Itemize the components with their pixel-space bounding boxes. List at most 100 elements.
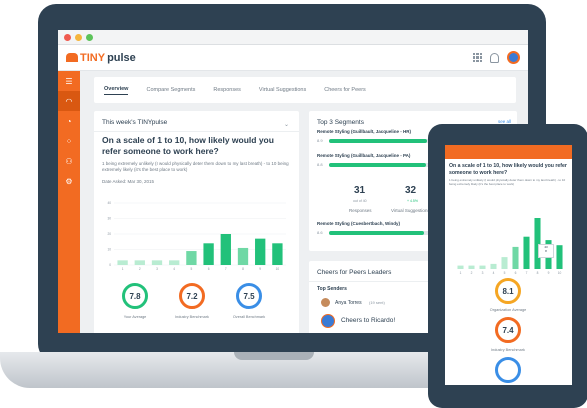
y-tick-label: 20 bbox=[107, 232, 111, 236]
tab-responses[interactable]: Responses bbox=[213, 87, 241, 93]
bar-1[interactable] bbox=[457, 265, 464, 269]
tooltip-value: 43 bbox=[544, 245, 548, 249]
x-tick-label: 5 bbox=[191, 267, 193, 271]
suggestions-value: 32 bbox=[405, 185, 417, 196]
app-header: TINY pulse bbox=[58, 45, 528, 71]
segment-score: 8.9 bbox=[317, 138, 323, 143]
top-senders-label: Top Senders bbox=[317, 286, 347, 292]
responses-label: Responses bbox=[349, 208, 372, 213]
benchmark-ring-label: Your Average bbox=[123, 315, 147, 319]
y-tick-label: 40 bbox=[107, 201, 111, 205]
x-tick-label: 8 bbox=[242, 267, 244, 271]
bar-7[interactable] bbox=[523, 236, 530, 269]
sender-avatar bbox=[321, 298, 330, 307]
settings-icon[interactable]: ⚙ bbox=[65, 176, 73, 186]
x-tick-label: 3 bbox=[482, 271, 484, 275]
x-tick-label: 7 bbox=[225, 267, 227, 271]
tab-overview[interactable]: Overview bbox=[104, 86, 129, 95]
minimize-dot-icon[interactable] bbox=[75, 33, 82, 41]
people-icon[interactable]: ⁘ bbox=[65, 136, 73, 146]
response-distribution-chart: 40 30 20 10 0 1 2 3 4 5 6 7 8 9 10 bbox=[107, 201, 286, 271]
segments-title: Top 3 Segments bbox=[317, 119, 364, 126]
suggestions-sub: + 4.5% bbox=[407, 199, 418, 203]
responses-sub: out of 40 bbox=[353, 199, 367, 203]
scale-note: 1 being extremely unlikely (I would phys… bbox=[102, 161, 289, 172]
bar-5[interactable] bbox=[186, 251, 197, 265]
x-tick-label: 2 bbox=[139, 267, 141, 271]
close-dot-icon[interactable] bbox=[64, 33, 71, 41]
phone-industry-ring: 7.4 bbox=[495, 317, 521, 343]
bar-1[interactable] bbox=[117, 260, 128, 265]
weekly-card-title: This week's TINYpulse bbox=[102, 119, 168, 126]
user-avatar[interactable] bbox=[507, 51, 520, 64]
x-tick-label: 9 bbox=[259, 267, 261, 271]
menu-icon[interactable]: ☰ bbox=[65, 76, 73, 86]
date-asked: Date Asked: Mar 30, 2015 bbox=[102, 179, 155, 184]
segment-bar-fill bbox=[329, 163, 426, 167]
apps-grid-icon[interactable] bbox=[473, 53, 482, 62]
x-tick-label: 4 bbox=[173, 267, 175, 271]
sender-name[interactable]: Anya Torres bbox=[335, 300, 362, 306]
cheers-title: Cheers for Peers Leaders bbox=[317, 269, 392, 276]
segment-score: 8.8 bbox=[317, 162, 323, 167]
pulse-icon[interactable]: ◔ bbox=[66, 116, 72, 126]
tab-virtual-suggestions[interactable]: Virtual Suggestions bbox=[258, 87, 307, 93]
chevron-down-icon[interactable]: ⌄ bbox=[283, 122, 289, 128]
benchmark-ring: 7.8 bbox=[122, 283, 148, 309]
bar-4[interactable] bbox=[169, 260, 180, 265]
phone-scale-note: 1 being extremely unlikely (I would phys… bbox=[449, 178, 566, 186]
tinypulse-logo[interactable]: TINY pulse bbox=[66, 52, 136, 64]
bar-9[interactable] bbox=[255, 238, 266, 265]
logo-text-tiny: TINY bbox=[80, 51, 106, 64]
bar-7[interactable] bbox=[220, 234, 231, 265]
bell-icon[interactable] bbox=[490, 52, 499, 63]
sender-count: (19 sent) bbox=[369, 300, 385, 305]
bar-3[interactable] bbox=[151, 260, 163, 265]
segment-name[interactable]: Remote Styling (Guillbault, Jacqueline -… bbox=[317, 153, 411, 158]
x-tick-label: 1 bbox=[122, 267, 124, 271]
benchmark-ring-value: 7.2 bbox=[186, 291, 198, 301]
see-all-link[interactable]: see all bbox=[497, 119, 511, 124]
bar-3[interactable] bbox=[479, 265, 486, 269]
bar-8[interactable] bbox=[534, 218, 541, 269]
phone-org-average-ring: 8.1 bbox=[495, 278, 521, 304]
chart-tooltip: 43 8 bbox=[538, 244, 554, 258]
bar-8[interactable] bbox=[237, 247, 249, 265]
segment-score: 8.6 bbox=[317, 230, 323, 235]
phone-question: On a scale of 1 to 10, how likely would … bbox=[449, 163, 567, 176]
phone-overall-ring bbox=[495, 357, 521, 383]
x-tick-label: 8 bbox=[537, 271, 539, 275]
bar-2[interactable] bbox=[134, 260, 145, 265]
y-tick-label: 30 bbox=[107, 217, 111, 221]
benchmark-ring-value: 7.5 bbox=[243, 291, 255, 301]
segment-name[interactable]: Remote Styling (Guillbault, Jacqueline -… bbox=[317, 129, 412, 134]
bar-10[interactable] bbox=[272, 243, 283, 265]
benchmark-ring: 7.2 bbox=[179, 283, 205, 309]
x-tick-label: 1 bbox=[460, 271, 462, 275]
org-icon[interactable]: ⚇ bbox=[65, 156, 73, 166]
maximize-dot-icon[interactable] bbox=[86, 33, 93, 41]
bar-2[interactable] bbox=[468, 265, 475, 269]
bar-6[interactable] bbox=[512, 246, 519, 269]
laptop-notch bbox=[234, 352, 314, 360]
tab-cheers-for-peers[interactable]: Cheers for Peers bbox=[324, 87, 366, 93]
bar-4[interactable] bbox=[490, 263, 497, 269]
logo-text-pulse: pulse bbox=[107, 51, 136, 64]
y-tick-label: 0 bbox=[109, 263, 111, 267]
tab-compare-segments[interactable]: Compare Segments bbox=[146, 87, 196, 93]
logo-mark-icon bbox=[66, 53, 78, 62]
browser-chrome bbox=[58, 30, 528, 45]
x-tick-label: 10 bbox=[558, 271, 562, 275]
dashboard-icon[interactable]: ◠ bbox=[58, 91, 80, 111]
weekly-question: On a scale of 1 to 10, how likely would … bbox=[102, 135, 274, 156]
segment-name[interactable]: Remote Styling (Cuesbertbach, Windy) bbox=[317, 221, 400, 226]
tab-bar: Overview Compare Segments Responses Virt… bbox=[94, 77, 516, 103]
x-tick-label: 10 bbox=[276, 267, 280, 271]
bar-10[interactable] bbox=[556, 245, 563, 269]
benchmark-ring-value: 7.8 bbox=[129, 291, 141, 301]
bar-5[interactable] bbox=[501, 257, 508, 269]
weekly-pulse-card: This week's TINYpulse ⌄ On a scale of 1 … bbox=[94, 111, 299, 333]
bar-6[interactable] bbox=[203, 243, 214, 265]
x-tick-label: 5 bbox=[504, 271, 506, 275]
